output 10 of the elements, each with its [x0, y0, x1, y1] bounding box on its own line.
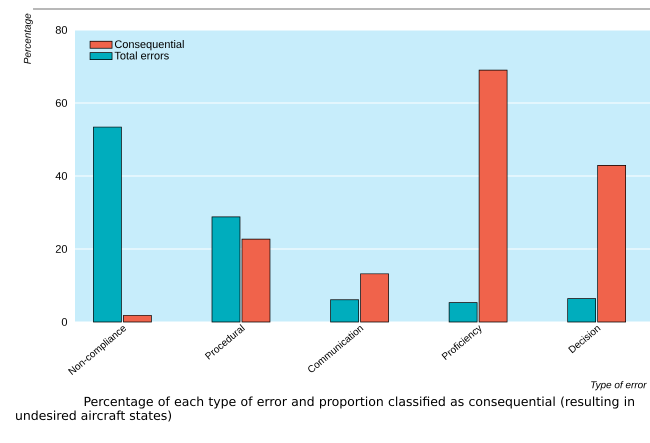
y-tick-label: 0: [62, 318, 68, 326]
y-tick-label: 20: [56, 245, 68, 253]
y-tick-label: 60: [56, 99, 68, 107]
y-axis-title: Percentage: [24, 14, 33, 64]
y-tick-label: 80: [56, 26, 68, 34]
y-tick-label: 40: [56, 172, 68, 180]
legend-label: Total errors: [114, 51, 169, 60]
legend-label: Consequential: [114, 40, 184, 50]
text: Percentage of each type of error and proportion classified as consequential (resulting in undesired aircraft states): [16, 396, 634, 422]
x-axis-title: Type of error: [591, 380, 647, 390]
